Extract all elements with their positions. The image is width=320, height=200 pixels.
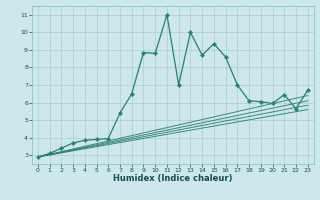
X-axis label: Humidex (Indice chaleur): Humidex (Indice chaleur) [113, 174, 233, 183]
